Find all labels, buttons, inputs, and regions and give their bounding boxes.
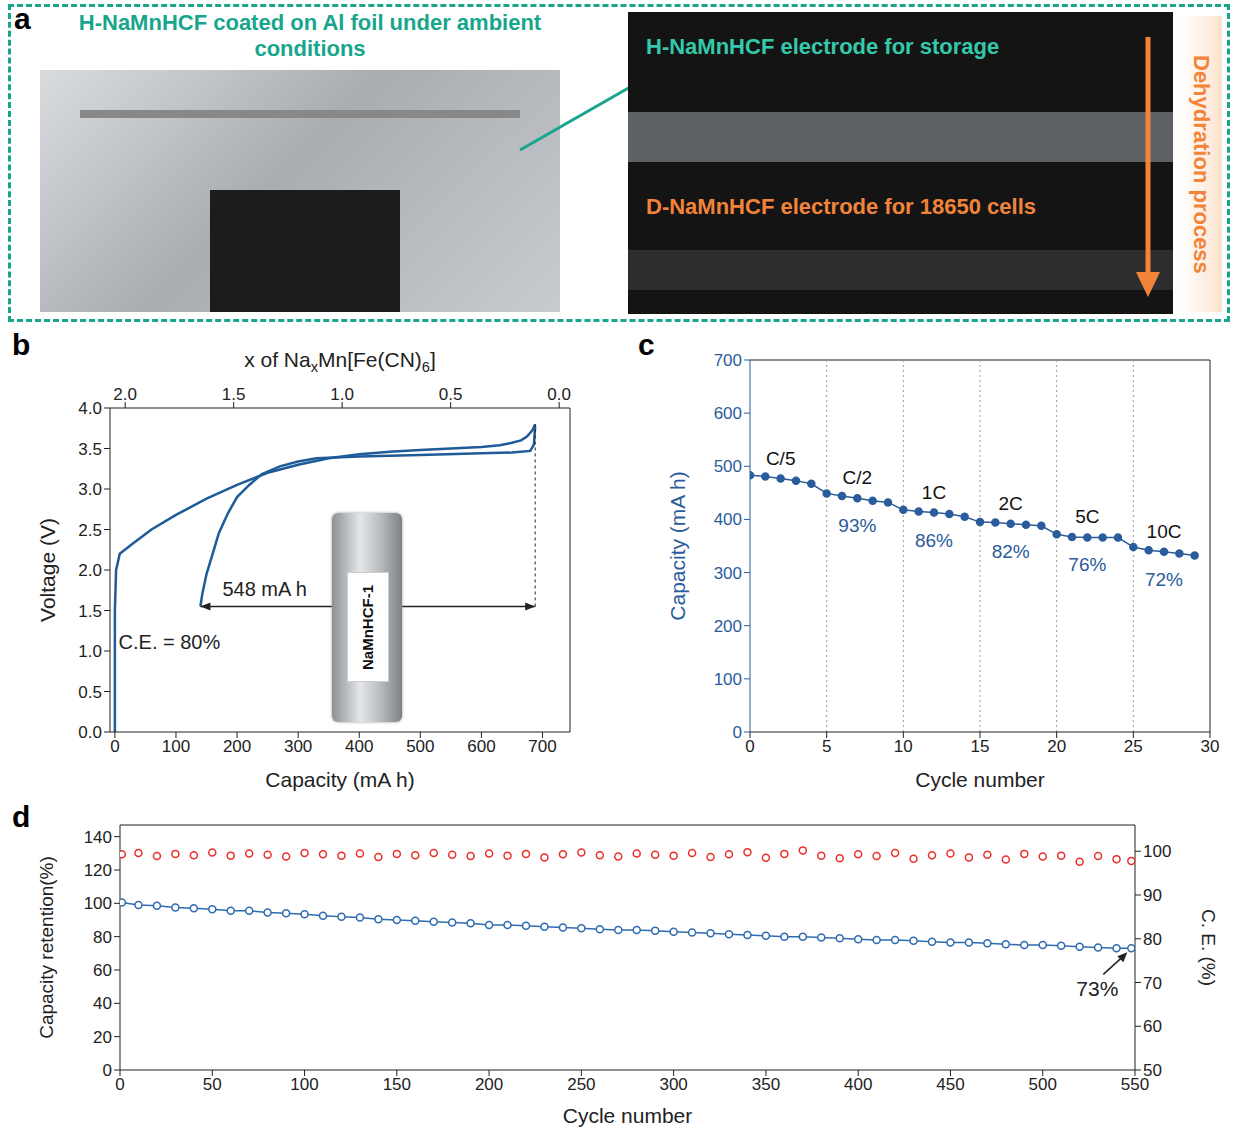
svg-text:80: 80 (93, 928, 112, 947)
svg-text:25: 25 (1124, 737, 1143, 756)
svg-text:73%: 73% (1076, 977, 1118, 1000)
svg-text:500: 500 (406, 737, 434, 756)
svg-text:Cycle number: Cycle number (563, 1104, 693, 1127)
svg-text:548 mA h: 548 mA h (222, 578, 307, 600)
svg-text:5: 5 (822, 737, 831, 756)
svg-text:150: 150 (383, 1075, 411, 1094)
svg-text:300: 300 (284, 737, 312, 756)
svg-text:Capacity (mA h): Capacity (mA h) (265, 768, 414, 791)
svg-text:200: 200 (223, 737, 251, 756)
svg-text:0: 0 (110, 737, 119, 756)
svg-text:80: 80 (1143, 930, 1162, 949)
html-text:NaMnHCF-1: NaMnHCF-1 (359, 584, 377, 670)
svg-text:300: 300 (714, 564, 742, 583)
svg-text:72%: 72% (1145, 569, 1183, 590)
svg-text:Capacity retention(%): Capacity retention(%) (36, 856, 57, 1039)
svg-text:120: 120 (84, 861, 112, 880)
svg-text:3.0: 3.0 (78, 480, 102, 499)
svg-text:400: 400 (345, 737, 373, 756)
svg-text:450: 450 (936, 1075, 964, 1094)
svg-text:140: 140 (84, 828, 112, 847)
html-text:D-NaMnHCF electrode for 18650: D-NaMnHCF electrode for 18650 cells (646, 194, 1036, 219)
svg-text:100: 100 (290, 1075, 318, 1094)
svg-text:50: 50 (1143, 1061, 1162, 1080)
svg-text:500: 500 (1029, 1075, 1057, 1094)
svg-text:C/5: C/5 (766, 448, 796, 469)
svg-text:100: 100 (84, 894, 112, 913)
svg-text:0: 0 (733, 723, 742, 742)
svg-text:400: 400 (844, 1075, 872, 1094)
svg-text:2.0: 2.0 (78, 561, 102, 580)
svg-text:1.0: 1.0 (78, 642, 102, 661)
svg-text:60: 60 (1143, 1017, 1162, 1036)
svg-text:C/2: C/2 (843, 467, 873, 488)
svg-text:5C: 5C (1075, 506, 1099, 527)
svg-text:76%: 76% (1068, 554, 1106, 575)
html-text:b: b (12, 328, 31, 361)
svg-text:550: 550 (1120, 1075, 1150, 1095)
svg-text:400: 400 (714, 510, 742, 529)
svg-text:100: 100 (1143, 842, 1171, 861)
svg-text:Voltage (V): Voltage (V) (36, 518, 59, 622)
svg-text:0.5: 0.5 (439, 385, 463, 404)
svg-text:1.5: 1.5 (78, 602, 102, 621)
svg-text:1.5: 1.5 (222, 385, 246, 404)
svg-text:0: 0 (115, 1075, 124, 1094)
html-text:c: c (638, 328, 655, 361)
svg-text:700: 700 (714, 351, 742, 370)
svg-text:300: 300 (659, 1075, 687, 1094)
html-text:Dehydration process: Dehydration process (1189, 54, 1214, 274)
html-text:x of NaxMn[Fe(CN)6]: x of NaxMn[Fe(CN)6] (244, 348, 436, 376)
svg-text:1.0: 1.0 (330, 385, 354, 404)
svg-text:0: 0 (103, 1061, 112, 1080)
svg-text:50: 50 (203, 1075, 222, 1094)
svg-text:Cycle number: Cycle number (915, 768, 1045, 791)
svg-text:200: 200 (714, 617, 742, 636)
svg-text:600: 600 (714, 404, 742, 423)
svg-text:500: 500 (714, 457, 742, 476)
svg-text:60: 60 (93, 961, 112, 980)
svg-text:20: 20 (1047, 737, 1066, 756)
svg-text:1C: 1C (922, 482, 946, 503)
svg-text:250: 250 (567, 1075, 595, 1094)
svg-text:0: 0 (745, 737, 754, 756)
svg-text:200: 200 (475, 1075, 503, 1094)
svg-text:100: 100 (714, 670, 742, 689)
svg-text:86%: 86% (915, 530, 953, 551)
svg-text:600: 600 (467, 737, 495, 756)
svg-text:20: 20 (93, 1028, 112, 1047)
svg-text:10C: 10C (1147, 521, 1182, 542)
svg-text:Capacity (mA h): Capacity (mA h) (666, 471, 689, 620)
svg-text:15: 15 (971, 737, 990, 756)
svg-text:2.0: 2.0 (113, 385, 137, 404)
svg-text:350: 350 (752, 1075, 780, 1094)
svg-text:100: 100 (162, 737, 190, 756)
svg-text:90: 90 (1143, 886, 1162, 905)
svg-text:10: 10 (894, 737, 913, 756)
svg-text:3.5: 3.5 (78, 440, 102, 459)
svg-text:70: 70 (1143, 974, 1162, 993)
svg-text:2.5: 2.5 (78, 521, 102, 540)
html-text:H-NaMnHCF coated on Al foil un: H-NaMnHCF coated on Al foil under ambien… (78, 10, 542, 61)
svg-text:700: 700 (528, 737, 556, 756)
svg-text:93%: 93% (838, 515, 876, 536)
svg-text:0.5: 0.5 (78, 683, 102, 702)
svg-text:40: 40 (93, 994, 112, 1013)
svg-text:0.0: 0.0 (78, 723, 102, 742)
svg-text:82%: 82% (992, 541, 1030, 562)
svg-text:0.0: 0.0 (547, 385, 571, 404)
html-text:C.E. = 80%: C.E. = 80% (118, 630, 221, 653)
html-text:a: a (14, 2, 31, 35)
html-text:H-NaMnHCF electrode for storag: H-NaMnHCF electrode for storage (646, 34, 1000, 59)
html-text:d: d (12, 800, 31, 833)
svg-text:4.0: 4.0 (78, 399, 102, 418)
svg-text:30: 30 (1201, 737, 1220, 756)
svg-text:2C: 2C (999, 493, 1023, 514)
svg-text:C. E. (%): C. E. (%) (1198, 909, 1219, 986)
